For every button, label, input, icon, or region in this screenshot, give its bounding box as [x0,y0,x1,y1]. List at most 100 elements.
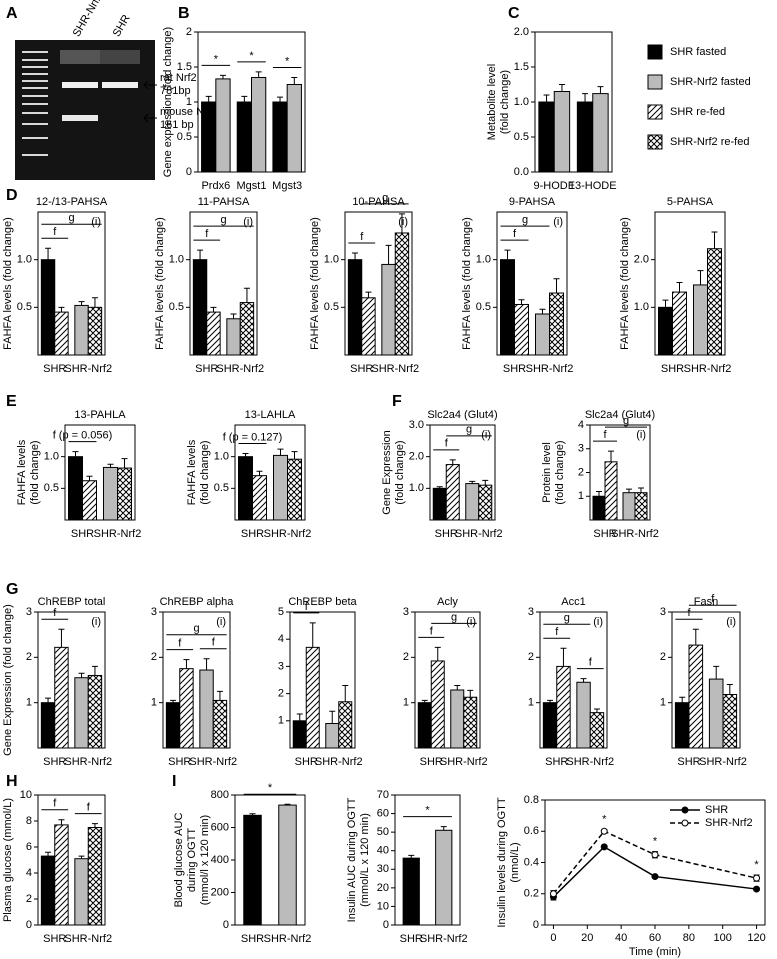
error-bar [58,819,65,825]
x-tick-label: SHR-Nrf2 [440,756,488,768]
error-bar [342,684,349,702]
error-bar [170,699,177,703]
y-tick-label: 0.4 [524,856,539,868]
plot-frame [189,211,258,356]
y-tick-label: 2.0 [514,26,529,38]
chart-title: Acc1 [561,596,585,608]
x-tick-label: SHR [195,363,218,375]
error-bar [121,458,128,469]
bar [54,824,69,926]
panel-label: F [392,393,402,410]
y-tick-label: 3 [528,606,534,618]
marker [600,843,608,851]
band-label: 161 bp [160,119,194,131]
chart-title: Acly [437,596,458,608]
plot-frame [289,611,356,749]
bar [538,101,555,173]
chart-title: 10-PAHSA [352,196,405,208]
x-tick-label: 20 [581,932,593,944]
y-tick-label: 1.0 [514,96,529,108]
significance-label: f (p = 0.056) [53,430,113,442]
bar [622,492,636,521]
bar [634,492,648,521]
y-axis-label: (fold change) [29,440,41,504]
bar [553,91,571,173]
note: (i) [91,216,101,228]
y-tick-label: 3 [403,606,409,618]
significance-label: f [603,429,607,441]
error-bar [436,486,443,489]
bar [251,77,267,173]
plot-frame [64,424,136,521]
bar [576,681,591,749]
error-bar [543,94,550,102]
error-bar [78,672,85,678]
y-tick-label: 0.5 [476,301,491,313]
error-bar [582,93,589,102]
error-bar [45,247,52,260]
error-bar [352,252,359,260]
plot-frame [539,611,608,749]
error-bar [255,71,262,78]
error-bar [277,448,284,456]
bar [589,712,605,749]
x-tick-label: SHR-Nrf2 [64,363,112,375]
y-tick-label: 600 [211,821,229,833]
y-axis-label: Gene expression (fold change) [162,27,174,177]
significance-label: g [220,214,226,226]
lane-label: SHR [111,13,133,39]
significance-label: g [466,424,472,436]
lane-label: SHR-Nrf2 [71,0,105,39]
gel-well [100,50,140,64]
ladder [22,51,48,156]
significance-label: g [564,612,570,624]
legend-marker [681,806,689,814]
x-tick-label: 40 [615,932,627,944]
error-bar [580,678,587,683]
y-tick-label: 0.2 [524,888,539,900]
x-tick-label: 9-HODE [533,180,575,192]
significance-label: f [305,601,309,613]
bar [287,458,302,521]
error-bar [78,301,85,306]
plot-frame [37,211,106,356]
series-line [552,845,757,898]
y-axis-label: FAHFA levels (fold change) [309,217,321,350]
bar [445,464,460,521]
x-tick-label: 120 [747,932,765,944]
x-tick-label: SHR [545,756,568,768]
error-bar [78,855,85,859]
bar [206,311,221,356]
significance-label: g [451,611,457,623]
error-bar [469,480,476,484]
x-tick-label: SHR [677,756,700,768]
error-bar [697,270,704,285]
bar [238,456,253,521]
panel-label: A [6,5,18,22]
gel-well [60,50,100,64]
y-tick-label: 1.0 [17,254,32,266]
y-tick-label: 70 [377,789,389,801]
note: (i) [593,616,603,628]
error-bar [86,475,93,481]
error-bar [504,249,511,260]
error-bar [679,696,686,703]
x-tick-label: SHR [241,528,264,540]
x-tick-label: Prdx6 [201,180,230,192]
x-axis-label: Time (min) [629,946,681,958]
error-bar [91,665,98,676]
error-bar [291,77,298,85]
bar [708,678,724,749]
y-tick-label: 3 [660,606,666,618]
significance-label: * [602,814,607,826]
significance-label: f [178,638,182,650]
bar [432,487,447,521]
bar [556,665,571,749]
marker [600,827,608,835]
y-tick-label: 1.5 [514,61,529,73]
y-tick-label: 0.5 [169,301,184,313]
significance-label: f [589,657,593,669]
x-tick-label: SHR [43,756,66,768]
error-bar [205,95,212,102]
note: (i) [726,616,736,628]
